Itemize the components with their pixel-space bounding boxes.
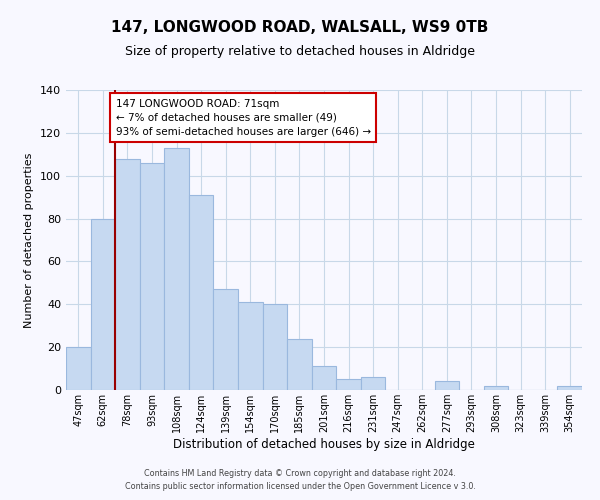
Bar (91, 218, 115, 390)
X-axis label: Distribution of detached houses by size in Aldridge: Distribution of detached houses by size … (173, 438, 475, 451)
Bar (312, 366, 336, 390)
Bar (557, 386, 582, 390)
Bar (115, 158, 140, 390)
Bar (263, 304, 287, 390)
Text: Size of property relative to detached houses in Aldridge: Size of property relative to detached ho… (125, 45, 475, 58)
Bar (238, 302, 263, 390)
Bar (484, 386, 508, 390)
Text: Contains HM Land Registry data © Crown copyright and database right 2024.: Contains HM Land Registry data © Crown c… (144, 468, 456, 477)
Y-axis label: Number of detached properties: Number of detached properties (25, 152, 34, 328)
Bar (287, 338, 312, 390)
Text: Contains public sector information licensed under the Open Government Licence v : Contains public sector information licen… (125, 482, 475, 491)
Bar (434, 382, 459, 390)
Bar (189, 195, 214, 390)
Bar (164, 148, 189, 390)
Bar (140, 163, 164, 390)
Bar (214, 290, 238, 390)
Text: 147, LONGWOOD ROAD, WALSALL, WS9 0TB: 147, LONGWOOD ROAD, WALSALL, WS9 0TB (112, 20, 488, 35)
Bar (66, 347, 91, 390)
Text: 147 LONGWOOD ROAD: 71sqm
← 7% of detached houses are smaller (49)
93% of semi-de: 147 LONGWOOD ROAD: 71sqm ← 7% of detache… (116, 98, 371, 136)
Bar (361, 377, 385, 390)
Bar (336, 380, 361, 390)
